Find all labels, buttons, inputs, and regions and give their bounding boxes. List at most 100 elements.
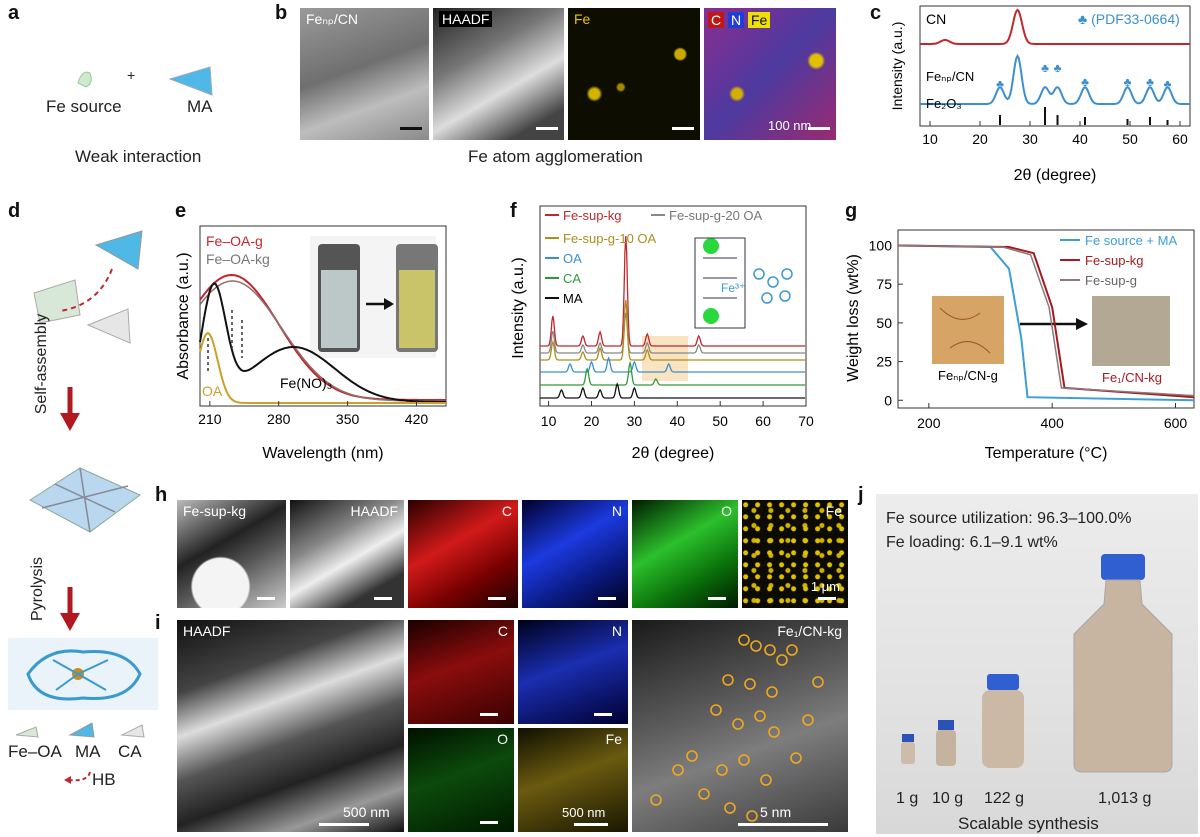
d-legend-hb: HB [92,770,116,789]
f-xtick-label: 20 [584,413,600,429]
c-label-fe2o3: Fe₂O₃ [926,96,962,111]
h-tile-label: C [501,503,512,519]
i-c-map: C [408,620,514,724]
i-atom-marker [750,640,762,652]
j-scalable-caption: Scalable synthesis [958,814,1099,833]
g-legend-fe-sup-g: Fe-sup-g [1085,273,1137,288]
panel-g-label: g [845,200,858,222]
d-legend-ca: CA [118,742,142,761]
f-xtick-label: 60 [755,413,771,429]
chart-f: Intensity (a.u.) Fe³⁺ Fe-sup-kg Fe-sup-g… [510,205,814,462]
c-club-marker: ♣ [1041,61,1049,75]
g-photo-left [932,296,1004,364]
j-bottles [901,554,1173,773]
c-xtick-label: 10 [922,131,938,147]
i-atom-marker [732,718,744,730]
h-o-map: O [632,500,738,608]
g-xtick-label: 600 [1164,415,1188,431]
g-yticks: 100 75 50 25 0 [869,237,903,408]
e-label-oa: OA [202,383,223,399]
h-tile-label: O [721,503,732,519]
i-single-atom-markers [650,634,824,822]
c-axes-box [919,5,1191,127]
c-xtick-label: 20 [972,131,988,147]
i-tile-label: Fe₁/CN-kg [777,623,842,639]
f-xticks: 10 20 30 40 50 60 70 [541,401,814,429]
h-n-map: N [522,500,628,608]
f-xtick-label: 50 [712,413,728,429]
j-bottle-1g: 1 g [896,790,919,807]
i-o-map: O [408,728,514,832]
g-photo-left-label: Feₙₚ/CN-g [938,368,998,383]
weak-interaction-caption: Weak interaction [75,147,202,166]
e-ylabel: Absorbance (a.u.) [175,252,192,379]
c-ylabel: Intensity (a.u.) [889,22,905,111]
j-bottle-1013g: 1,013 g [1098,790,1152,807]
f-legend-ca: CA [563,271,581,286]
i-atom-marker [760,774,772,786]
e-xtick-label: 280 [267,411,291,427]
panel-j-label: j [858,484,864,506]
c-club-marker: ♣ [996,77,1004,91]
i-atom-marker [686,750,698,762]
f-xtick-label: 40 [670,413,686,429]
g-ytick-label: 0 [884,392,892,408]
i-tile-label: HAADF [183,623,231,639]
b-merged-map: C N Fe 100 nm [704,8,836,140]
panel-a-icons [77,66,213,96]
f-axes-box [539,205,807,407]
ma-label: MA [187,97,213,116]
i-atom-marker [744,678,756,690]
e-peak-markers [207,310,243,372]
b-tile-label: Fe [574,11,591,27]
i-tile-label: O [497,731,508,747]
h-scale-label: 1 μm [810,579,840,594]
panel-c-label: c [870,2,882,24]
i-scale-big: 500 nm [343,804,390,820]
g-legend-fe-sup-kg: Fe-sup-kg [1085,253,1144,268]
j-photo: Fe source utilization: 96.3–100.0% Fe lo… [876,494,1198,834]
d-legend-icons [15,722,145,738]
j-bottle-122g: 122 g [984,790,1025,807]
c-club-marker: ♣ [1124,75,1132,89]
g-ytick-label: 25 [876,354,892,370]
g-legend-fe-source-ma: Fe source + MA [1085,233,1177,248]
f-ylabel: Intensity (a.u.) [510,257,527,358]
i-atom-marker [738,754,750,766]
i-atom-marker [716,764,728,776]
i-atom-marker [722,674,734,686]
c-club-marker: ♣ [1054,61,1062,75]
i-atom-marker [766,686,778,698]
c-club-markers: ♣ ♣ ♣ ♣ ♣ ♣ ♣ [996,61,1172,91]
d-step-self-assembly: Self-assembly [33,313,51,415]
i-atom-marker [786,644,798,656]
h-tile-label: HAADF [350,503,398,519]
plus-sign: + [127,67,136,83]
fe-source-icon [77,71,92,88]
c-xtick-label: 40 [1072,131,1088,147]
c-club-marker: ♣ [1081,75,1089,89]
f-xlabel: 2θ (degree) [632,445,715,462]
chart-g: Weight loss (wt%) 100 75 50 25 0 Fe source +… [845,229,1195,462]
agglomeration-caption: Fe atom agglomeration [468,147,643,166]
c-xlabel: 2θ (degree) [1014,167,1097,184]
e-label-fe-no3: Fe(NO)₃ [280,375,332,391]
b-c-tag: C [708,12,725,28]
b-n-tag: N [728,12,745,28]
f-fe3-label: Fe³⁺ [721,281,745,295]
d-hb-arrow-icon [64,771,91,784]
i-atom-marker [754,710,766,722]
i-atom-marker [746,810,758,822]
i-atom-marker [710,704,722,716]
f-series-3 [540,356,806,373]
e-xtick-label: 350 [336,411,360,427]
i-atom-marker [802,714,814,726]
g-ytick-label: 75 [876,276,892,292]
i-atom-marker [768,726,780,738]
e-xtick-label: 210 [198,411,222,427]
e-series-fe-no3 [199,282,446,403]
g-xticks: 200 400 600 [917,403,1187,431]
f-xtick-label: 10 [541,413,557,429]
ma-triangle-icon [168,66,213,96]
c-label-fenp: Feₙₚ/CN [926,69,974,84]
